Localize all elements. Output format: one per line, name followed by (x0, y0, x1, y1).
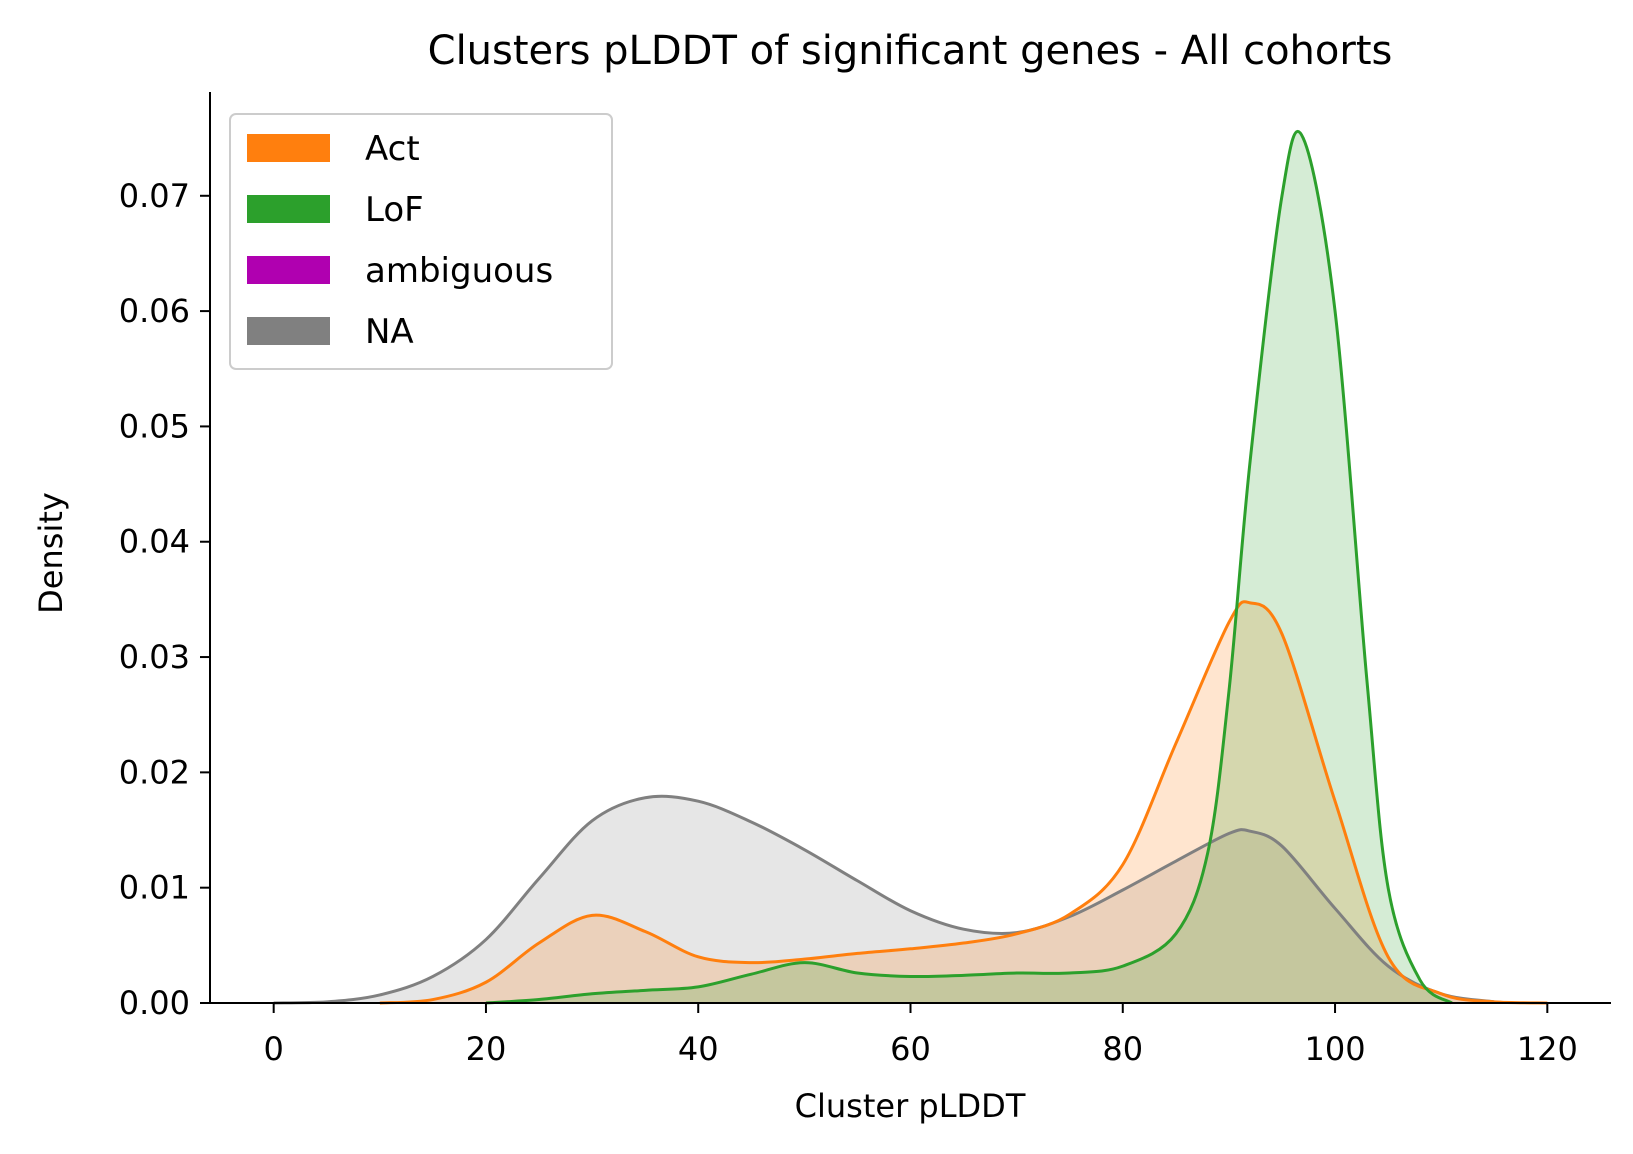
legend-label-lof: LoF (365, 190, 424, 230)
legend-label-ambiguous: ambiguous (365, 251, 553, 291)
density-line-lof (485, 130, 1453, 1005)
x-axis-label: Cluster pLDDT (795, 1087, 1026, 1125)
x-tick-label: 20 (466, 1030, 507, 1068)
x-tick-label: 60 (890, 1030, 931, 1068)
legend: Act LoF ambiguous NA (229, 113, 613, 370)
y-tick-label: 0.04 (119, 523, 190, 561)
y-axis-label: Density (32, 492, 70, 614)
y-tick-label: 0.00 (119, 984, 190, 1022)
y-tick-label: 0.03 (119, 638, 190, 676)
density-areas (273, 131, 1548, 1003)
x-tick-label: 120 (1517, 1030, 1578, 1068)
density-line-na (273, 794, 1495, 1005)
legend-label-act: Act (365, 129, 420, 169)
x-tick-label: 0 (264, 1030, 284, 1068)
x-tick-label: 80 (1102, 1030, 1143, 1068)
chart-title: Clusters pLDDT of significant genes - Al… (428, 28, 1393, 74)
x-tick-label: 40 (678, 1030, 719, 1068)
legend-label-na: NA (365, 312, 414, 352)
x-tick-label: 100 (1305, 1030, 1366, 1068)
legend-swatch-lof (247, 195, 330, 223)
density-area-na (273, 796, 1495, 1003)
density-lines (273, 130, 1548, 1005)
legend-frame (229, 113, 613, 370)
y-tick-label: 0.01 (119, 869, 190, 907)
density-line-act (379, 600, 1548, 1005)
y-ticks: 0.00 0.01 0.02 0.03 0.04 0.05 0.06 0.07 (119, 177, 210, 1022)
y-tick-label: 0.07 (119, 177, 190, 215)
legend-swatch-na (247, 317, 330, 345)
legend-swatch-act (247, 134, 330, 162)
x-ticks: 0 20 40 60 80 100 120 (264, 1003, 1578, 1068)
y-tick-label: 0.02 (119, 753, 190, 791)
density-area-act (379, 601, 1548, 1003)
density-area-lof (485, 131, 1452, 1003)
y-tick-label: 0.05 (119, 407, 190, 445)
legend-swatch-ambiguous (247, 256, 330, 284)
y-tick-label: 0.06 (119, 292, 190, 330)
